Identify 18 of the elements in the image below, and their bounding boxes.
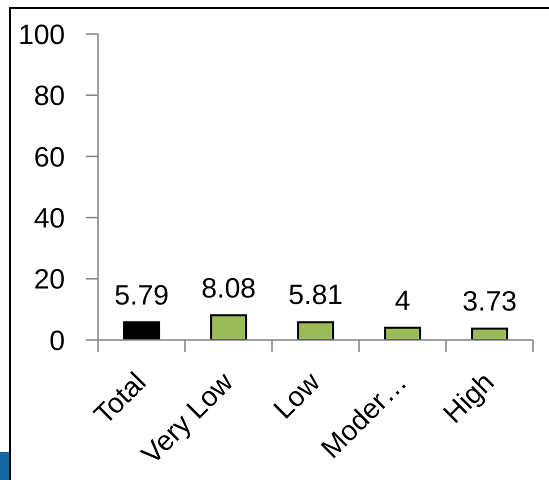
- bar: [384, 326, 422, 340]
- data-label: 5.81: [288, 279, 343, 310]
- y-tick-label: 60: [34, 141, 65, 172]
- data-label: 8.08: [201, 272, 256, 304]
- bar: [123, 321, 160, 340]
- bar: [471, 328, 508, 340]
- data-label: 5.79: [114, 279, 169, 310]
- data-label: 4: [394, 284, 410, 316]
- y-tick-label: 80: [34, 80, 65, 112]
- x-tick-label: High: [437, 366, 500, 429]
- bar: [297, 321, 334, 340]
- data-label: 3.73: [462, 286, 517, 317]
- y-tick-label: 40: [34, 202, 65, 234]
- x-tick-label: Low: [267, 366, 326, 425]
- y-tick-label: 20: [34, 264, 65, 295]
- y-tick-label: 100: [18, 18, 65, 50]
- bar: [210, 314, 248, 340]
- y-tick-label: 0: [49, 324, 65, 356]
